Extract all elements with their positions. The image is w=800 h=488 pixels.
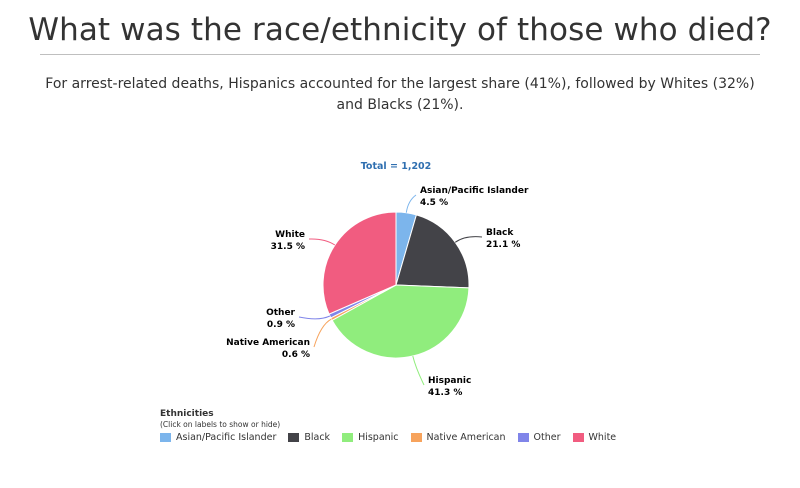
- legend-title: Ethnicities: [160, 409, 214, 419]
- connector-other: [298, 315, 331, 320]
- chart-subtitle: For arrest-related deaths, Hispanics acc…: [45, 76, 755, 113]
- chart-legend: Asian/Pacific Islander Black Hispanic Nativ…: [160, 432, 628, 443]
- slice-value-other: 0.9 %: [267, 320, 295, 330]
- legend-label: White: [588, 432, 617, 443]
- legend-swatch: [160, 433, 171, 442]
- connector-asian-pacific-islander: [405, 194, 417, 213]
- legend-swatch: [517, 433, 529, 442]
- legend-item-other[interactable]: Other: [517, 432, 561, 443]
- legend-label: Black: [304, 432, 331, 443]
- connector-native-american: [313, 318, 332, 348]
- legend-hint: (Click on labels to show or hide): [160, 420, 281, 429]
- slice-value-black: 21.1 %: [486, 240, 520, 250]
- legend-item-native-american[interactable]: Native American: [410, 432, 506, 443]
- page-title: What was the race/ethnicity of those who…: [28, 12, 772, 48]
- pie-slice-hispanic: [331, 284, 470, 359]
- pie-slice-white: [322, 211, 397, 315]
- slice-name-black: Black: [486, 228, 514, 238]
- legend-swatch: [572, 433, 584, 442]
- slice-value-native-american: 0.6 %: [282, 350, 310, 360]
- connector-black: [454, 236, 483, 243]
- legend-swatch: [342, 433, 354, 442]
- legend-item-asian-pacific-islander[interactable]: Asian/Pacific Islander: [160, 432, 276, 443]
- legend-label: Hispanic: [358, 432, 399, 443]
- slice-name-white: White: [275, 230, 305, 240]
- legend-item-black[interactable]: Black: [288, 432, 330, 443]
- slice-value-asian-pacific-islander: 4.5 %: [420, 198, 448, 208]
- slice-value-white: 31.5 %: [271, 242, 305, 252]
- slice-name-hispanic: Hispanic: [428, 376, 471, 386]
- legend-label: Other: [533, 432, 561, 443]
- slice-name-native-american: Native American: [226, 338, 310, 348]
- legend-label: Asian/Pacific Islander: [176, 432, 277, 443]
- legend-item-white[interactable]: White: [572, 432, 617, 443]
- legend-label: Native American: [426, 432, 506, 443]
- total-label: Total = 1,202: [361, 161, 432, 172]
- legend-swatch: [410, 433, 422, 442]
- connector-hispanic: [412, 355, 425, 386]
- slice-name-other: Other: [266, 308, 295, 318]
- slice-value-hispanic: 41.3 %: [428, 388, 462, 398]
- legend-swatch: [288, 433, 300, 442]
- connector-white: [308, 238, 336, 246]
- title-divider: [40, 54, 760, 55]
- slice-name-asian-pacific-islander: Asian/Pacific Islander: [420, 186, 529, 196]
- legend-item-hispanic[interactable]: Hispanic: [342, 432, 399, 443]
